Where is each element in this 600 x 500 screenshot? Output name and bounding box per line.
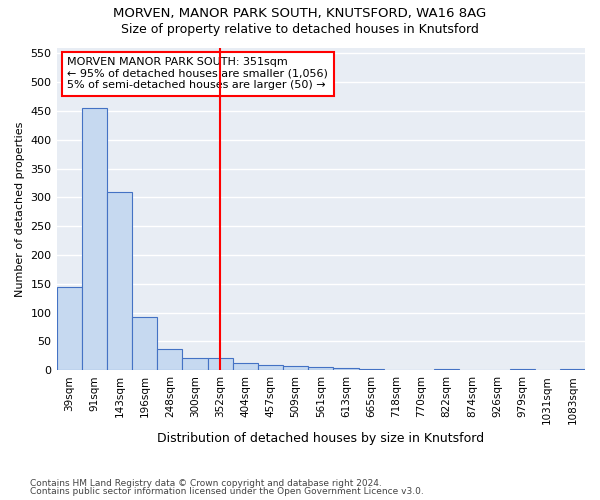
Bar: [107, 192, 132, 370]
Bar: [233, 362, 258, 370]
Bar: [132, 316, 157, 370]
X-axis label: Distribution of detached houses by size in Knutsford: Distribution of detached houses by size …: [157, 432, 484, 445]
Bar: [334, 368, 359, 370]
Bar: [308, 368, 334, 370]
Bar: [182, 358, 208, 370]
Bar: [283, 366, 308, 370]
Text: MORVEN MANOR PARK SOUTH: 351sqm
← 95% of detached houses are smaller (1,056)
5% : MORVEN MANOR PARK SOUTH: 351sqm ← 95% of…: [67, 57, 328, 90]
Bar: [509, 369, 535, 370]
Bar: [82, 108, 107, 370]
Bar: [56, 286, 82, 370]
Text: Contains HM Land Registry data © Crown copyright and database right 2024.: Contains HM Land Registry data © Crown c…: [30, 478, 382, 488]
Text: Contains public sector information licensed under the Open Government Licence v3: Contains public sector information licen…: [30, 487, 424, 496]
Bar: [208, 358, 233, 370]
Bar: [258, 365, 283, 370]
Text: MORVEN, MANOR PARK SOUTH, KNUTSFORD, WA16 8AG: MORVEN, MANOR PARK SOUTH, KNUTSFORD, WA1…: [113, 8, 487, 20]
Bar: [434, 369, 459, 370]
Bar: [359, 369, 383, 370]
Text: Size of property relative to detached houses in Knutsford: Size of property relative to detached ho…: [121, 22, 479, 36]
Y-axis label: Number of detached properties: Number of detached properties: [15, 121, 25, 296]
Bar: [560, 369, 585, 370]
Bar: [157, 349, 182, 370]
